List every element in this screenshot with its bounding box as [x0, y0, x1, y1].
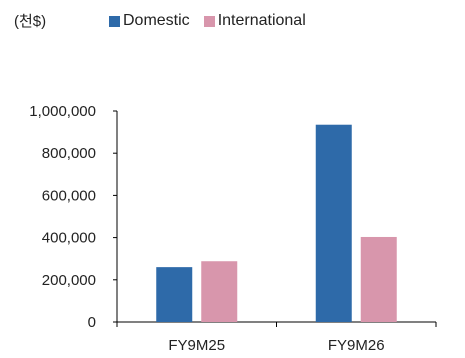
legend: Domestic International: [109, 12, 320, 30]
unit-label: (천$): [14, 13, 47, 30]
legend-item-international: International: [203, 12, 306, 30]
legend-swatch-international: [203, 15, 215, 27]
y-tick-label: 400,000: [42, 230, 96, 247]
x-tick-label: FY9M26: [328, 337, 385, 354]
x-tick-label: FY9M25: [168, 337, 225, 354]
legend-swatch-domestic: [109, 15, 120, 27]
y-tick-label: 800,000: [42, 145, 96, 162]
legend-label-domestic: Domestic: [123, 12, 190, 29]
bar-domestic-fy9m26: [315, 124, 352, 322]
y-tick-label: 200,000: [42, 272, 96, 289]
legend-item-domestic: Domestic: [109, 12, 190, 30]
bar-international-fy9m25: [201, 261, 238, 322]
y-axis: 0 200,000 400,000 600,000 800,000 1,000,000: [29, 103, 118, 331]
bar-international-fy9m26: [360, 236, 397, 322]
x-axis: FY9M25 FY9M26: [116, 321, 437, 354]
bars: [156, 124, 397, 322]
legend-label-international: International: [217, 12, 306, 29]
y-tick-label: 600,000: [42, 187, 96, 204]
y-tick-label: 0: [88, 314, 96, 331]
y-tick-label: 1,000,000: [29, 103, 96, 120]
bar-domestic-fy9m25: [156, 267, 193, 322]
